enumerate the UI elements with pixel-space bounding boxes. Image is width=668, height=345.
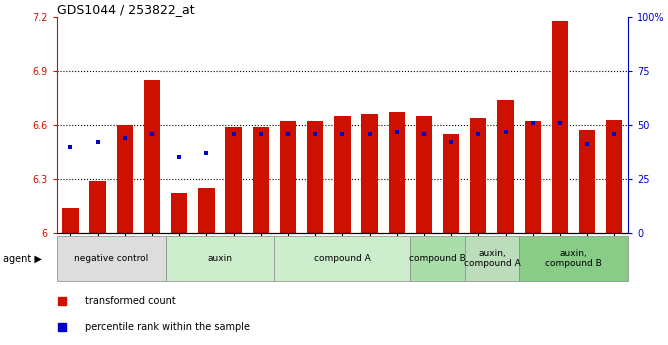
Bar: [465, 236, 519, 281]
Bar: [171, 193, 187, 233]
Text: auxin,
compound A: auxin, compound A: [464, 249, 520, 268]
Bar: [606, 120, 623, 233]
Bar: [579, 130, 595, 233]
Bar: [225, 127, 242, 233]
Text: GDS1044 / 253822_at: GDS1044 / 253822_at: [57, 3, 194, 16]
Bar: [389, 112, 405, 233]
Bar: [552, 21, 568, 233]
Bar: [275, 236, 410, 281]
Bar: [117, 125, 133, 233]
Text: negative control: negative control: [74, 254, 148, 263]
Bar: [253, 127, 269, 233]
Text: agent ▶: agent ▶: [3, 254, 42, 264]
Bar: [62, 208, 79, 233]
Bar: [334, 116, 351, 233]
Bar: [280, 121, 296, 233]
Bar: [198, 188, 214, 233]
Bar: [90, 181, 106, 233]
Text: compound A: compound A: [314, 254, 371, 263]
Bar: [307, 121, 323, 233]
Bar: [410, 236, 465, 281]
Bar: [470, 118, 486, 233]
Bar: [498, 100, 514, 233]
Text: transformed count: transformed count: [86, 296, 176, 306]
Text: auxin: auxin: [208, 254, 232, 263]
Bar: [166, 236, 275, 281]
Bar: [443, 134, 460, 233]
Bar: [524, 121, 541, 233]
Bar: [57, 236, 166, 281]
Text: auxin,
compound B: auxin, compound B: [545, 249, 602, 268]
Bar: [144, 80, 160, 233]
Text: percentile rank within the sample: percentile rank within the sample: [86, 322, 250, 332]
Bar: [519, 236, 628, 281]
Text: compound B: compound B: [409, 254, 466, 263]
Bar: [361, 114, 377, 233]
Bar: [415, 116, 432, 233]
